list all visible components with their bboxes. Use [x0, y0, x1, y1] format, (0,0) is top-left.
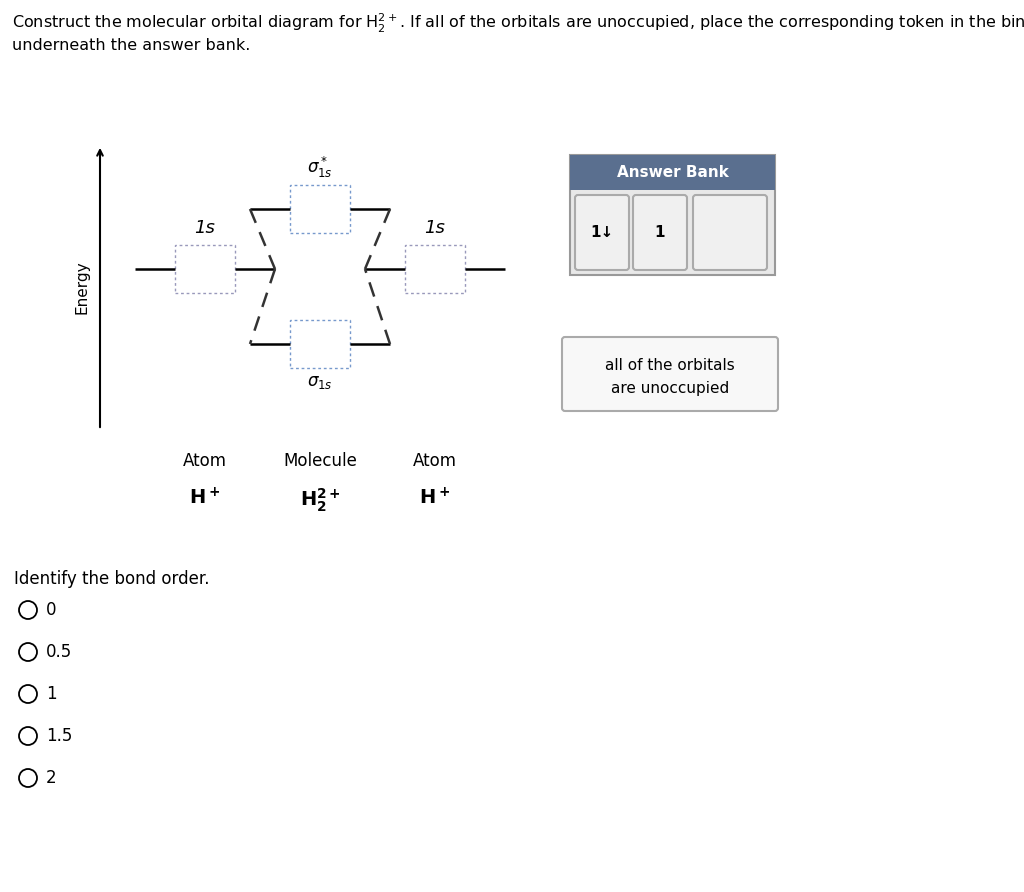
FancyBboxPatch shape: [290, 185, 350, 233]
Text: $\sigma_{1s}$: $\sigma_{1s}$: [307, 373, 333, 391]
Text: are unoccupied: are unoccupied: [611, 382, 729, 396]
Text: 1s: 1s: [195, 219, 215, 237]
Text: $\mathbf{H^+}$: $\mathbf{H^+}$: [420, 487, 451, 508]
Text: Molecule: Molecule: [283, 452, 357, 470]
Text: all of the orbitals: all of the orbitals: [605, 359, 735, 374]
FancyBboxPatch shape: [406, 245, 465, 293]
Text: $\mathbf{H^+}$: $\mathbf{H^+}$: [189, 487, 220, 508]
FancyBboxPatch shape: [562, 337, 778, 411]
Text: Energy: Energy: [75, 260, 89, 314]
Text: Answer Bank: Answer Bank: [616, 165, 728, 180]
Text: underneath the answer bank.: underneath the answer bank.: [12, 38, 251, 53]
FancyBboxPatch shape: [633, 195, 687, 270]
FancyBboxPatch shape: [575, 195, 629, 270]
Text: Atom: Atom: [183, 452, 227, 470]
Text: 1s: 1s: [425, 219, 445, 237]
Text: 1: 1: [46, 685, 56, 703]
FancyBboxPatch shape: [290, 320, 350, 368]
Text: 1↓: 1↓: [591, 225, 613, 240]
Text: $\sigma^*_{1s}$: $\sigma^*_{1s}$: [307, 155, 333, 180]
Text: 0: 0: [46, 601, 56, 619]
Text: $\mathbf{H_2^{2+}}$: $\mathbf{H_2^{2+}}$: [300, 487, 340, 515]
Text: 1: 1: [654, 225, 666, 240]
FancyBboxPatch shape: [175, 245, 234, 293]
Text: 2: 2: [46, 769, 56, 787]
FancyBboxPatch shape: [570, 155, 775, 275]
Text: 1.5: 1.5: [46, 727, 73, 745]
Text: Atom: Atom: [413, 452, 457, 470]
Text: Identify the bond order.: Identify the bond order.: [14, 570, 210, 588]
FancyBboxPatch shape: [693, 195, 767, 270]
FancyBboxPatch shape: [570, 155, 775, 190]
Text: 0.5: 0.5: [46, 643, 73, 661]
Text: Construct the molecular orbital diagram for $\mathrm{H_2^{2+}}$. If all of the o: Construct the molecular orbital diagram …: [12, 12, 1024, 35]
